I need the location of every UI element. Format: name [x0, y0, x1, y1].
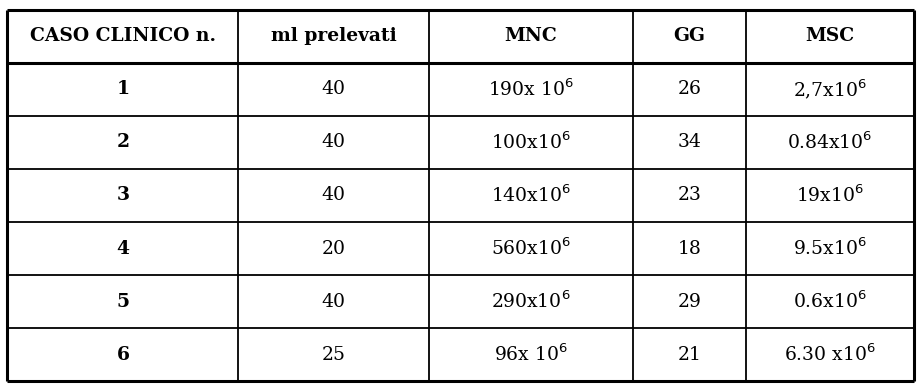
Text: 18: 18: [677, 240, 701, 257]
Text: GG: GG: [673, 27, 705, 45]
Text: 21: 21: [677, 346, 701, 364]
Text: CASO CLINICO n.: CASO CLINICO n.: [29, 27, 216, 45]
Text: 26: 26: [677, 80, 701, 98]
Text: 290x10$^{6}$: 290x10$^{6}$: [491, 291, 570, 312]
Text: 140x10$^{6}$: 140x10$^{6}$: [491, 185, 571, 206]
Text: 23: 23: [677, 187, 701, 204]
Text: 190x 10$^{6}$: 190x 10$^{6}$: [488, 79, 574, 100]
Text: 4: 4: [116, 240, 130, 257]
Text: 25: 25: [321, 346, 345, 364]
Text: 0.84x10$^{6}$: 0.84x10$^{6}$: [787, 132, 872, 153]
Text: 96x 10$^{6}$: 96x 10$^{6}$: [494, 344, 567, 365]
Text: 1: 1: [116, 80, 130, 98]
Text: 29: 29: [677, 293, 701, 311]
Text: 0.6x10$^{6}$: 0.6x10$^{6}$: [793, 291, 867, 312]
Text: 9.5x10$^{6}$: 9.5x10$^{6}$: [793, 238, 867, 259]
Text: 40: 40: [321, 293, 345, 311]
Text: MNC: MNC: [505, 27, 557, 45]
Text: 5: 5: [116, 293, 130, 311]
Text: 2,7x10$^{6}$: 2,7x10$^{6}$: [793, 77, 867, 101]
Text: 560x10$^{6}$: 560x10$^{6}$: [491, 238, 571, 259]
Text: 34: 34: [677, 134, 701, 151]
Text: 2: 2: [116, 134, 130, 151]
Text: 19x10$^{6}$: 19x10$^{6}$: [796, 185, 864, 206]
Text: 40: 40: [321, 187, 345, 204]
Text: MSC: MSC: [805, 27, 855, 45]
Text: ml prelevati: ml prelevati: [271, 27, 397, 45]
Text: 100x10$^{6}$: 100x10$^{6}$: [491, 132, 571, 153]
Text: 6.30 x10$^{6}$: 6.30 x10$^{6}$: [784, 344, 876, 365]
Text: 40: 40: [321, 80, 345, 98]
Text: 3: 3: [116, 187, 130, 204]
Text: 20: 20: [321, 240, 345, 257]
Text: 40: 40: [321, 134, 345, 151]
Text: 6: 6: [116, 346, 130, 364]
